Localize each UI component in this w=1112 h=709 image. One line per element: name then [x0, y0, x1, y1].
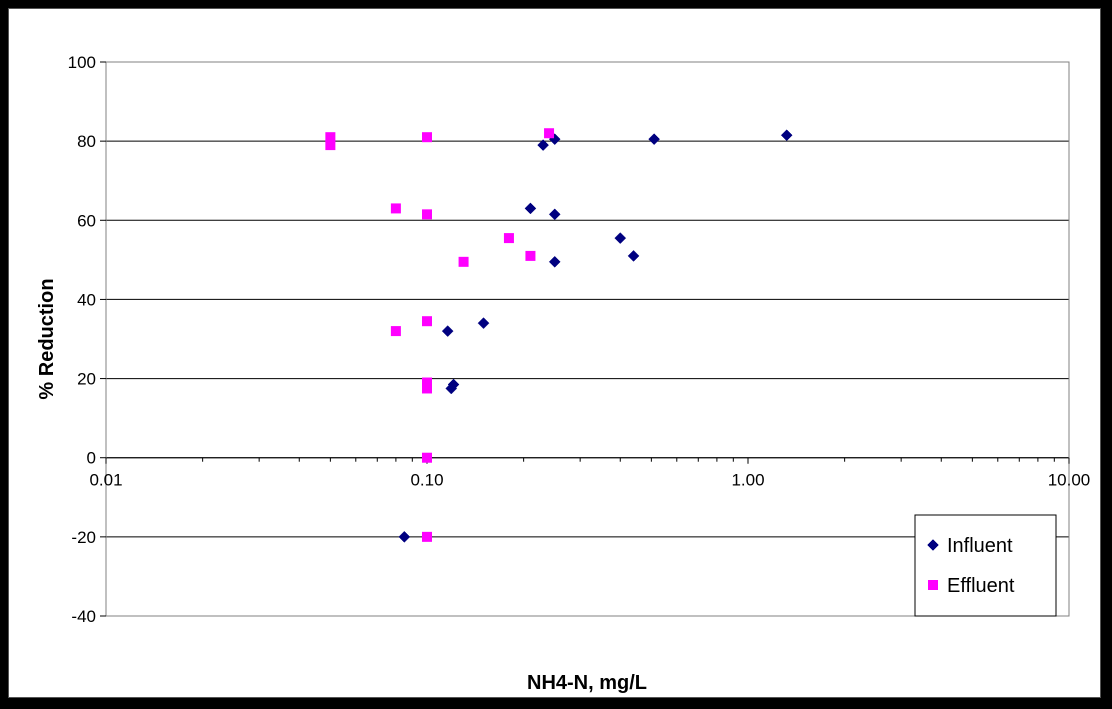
influent-point	[627, 250, 640, 262]
gridlines	[105, 61, 1069, 617]
x-tick-label: 0.10	[410, 471, 443, 490]
y-tick-label: 60	[77, 211, 96, 230]
legend-marker-influent	[927, 539, 939, 551]
effluent-point	[325, 132, 336, 143]
legend: Influent Effluent	[914, 514, 1057, 617]
y-tick-label: 80	[77, 132, 96, 151]
x-axis-title: NH4-N, mg/L	[527, 672, 647, 694]
effluent-point	[422, 132, 432, 143]
effluent-point	[422, 316, 432, 327]
effluent-point	[422, 531, 432, 542]
legend-label-influent: Influent	[947, 535, 1013, 557]
influent-point	[648, 133, 660, 146]
influent-point	[537, 139, 549, 151]
y-tick-label: 20	[77, 370, 96, 389]
effluent-point	[422, 452, 432, 463]
effluent-point	[503, 233, 514, 244]
y-tick-label: 100	[68, 53, 96, 72]
influent-point	[441, 325, 454, 337]
legend-label-effluent: Effluent	[947, 575, 1015, 597]
influent-point	[548, 208, 561, 221]
y-axis-title: % Reduction	[36, 278, 58, 399]
y-tick-label: -40	[71, 607, 96, 626]
influent-point	[477, 317, 490, 330]
legend-box	[914, 514, 1057, 617]
effluent-point	[422, 209, 432, 220]
x-tick-label: 10.00	[1048, 471, 1091, 490]
x-axis-ticks: 0.01 0.10 1.00 10.00	[89, 457, 1091, 490]
y-axis-ticks: 100 80 60 40 20 0 -20 -40	[68, 53, 106, 626]
effluent-point	[422, 377, 432, 388]
influent-point	[780, 129, 793, 142]
y-tick-label: -20	[71, 528, 96, 547]
influent-point	[614, 232, 627, 244]
influent-point	[445, 382, 458, 395]
effluent-point	[422, 383, 432, 394]
y-tick-label: 0	[87, 449, 96, 468]
effluent-point	[390, 203, 401, 214]
effluent-point	[325, 140, 336, 151]
effluent-point	[390, 326, 401, 337]
plot-area	[105, 61, 1070, 617]
chart-frame: 100 80 60 40 20 0 -20 -40 0.01 0.10 1.00 10.00 NH4…	[8, 8, 1101, 698]
effluent-point	[544, 128, 555, 139]
scatter-chart: 100 80 60 40 20 0 -20 -40 0.01 0.10 1.00 10.00 NH4…	[36, 53, 1091, 694]
effluent-point	[525, 250, 536, 261]
y-tick-label: 40	[77, 290, 96, 309]
data-points	[325, 128, 793, 543]
x-tick-label: 1.00	[731, 471, 764, 490]
legend-marker-effluent	[928, 580, 938, 590]
influent-point	[548, 255, 561, 268]
effluent-point	[458, 256, 469, 267]
influent-point	[398, 531, 411, 543]
x-tick-label: 0.01	[89, 471, 122, 490]
influent-point	[524, 202, 537, 215]
